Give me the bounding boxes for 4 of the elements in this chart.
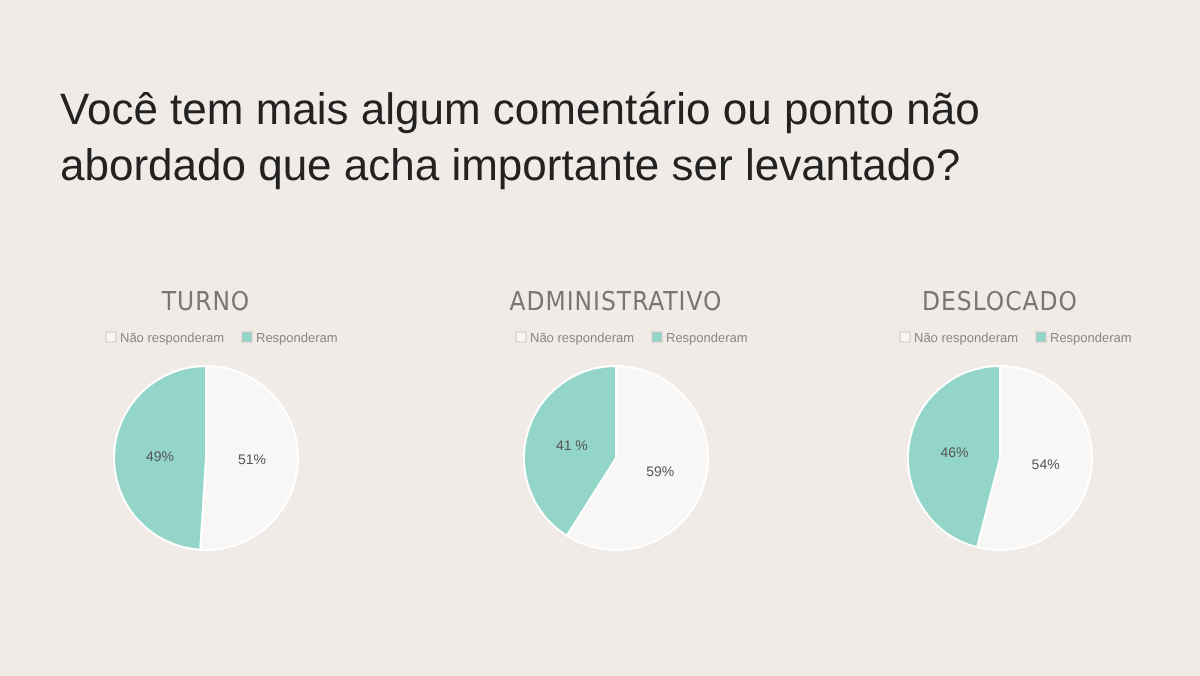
text: Você tem mais algum comentário ou ponto não abordado que acha importante ser levantado? <box>60 84 980 190</box>
chart-title: ADMINISTRATIVO <box>509 288 723 318</box>
chart-title: TURNO <box>159 288 251 318</box>
chart-title: DESLOCADO <box>922 288 1078 318</box>
